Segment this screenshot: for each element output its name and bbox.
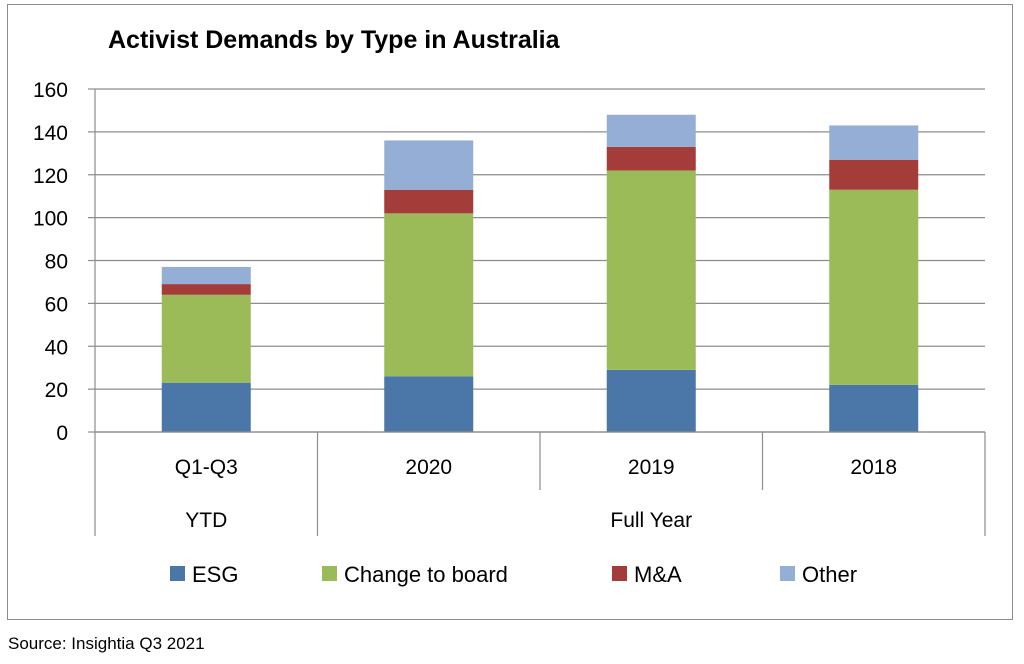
y-tick-label: 80: [45, 251, 68, 274]
x-tick-label: Q1-Q3: [175, 456, 238, 479]
y-tick-label: 20: [45, 379, 68, 402]
bar-segment: [829, 159, 919, 190]
y-tick-label: 40: [45, 336, 68, 359]
bar-segment: [161, 266, 251, 285]
y-tick-label: 140: [33, 122, 68, 145]
legend-label: ESG: [192, 562, 238, 587]
x-tick-label: 2020: [405, 456, 452, 479]
bar-segment: [829, 384, 919, 432]
legend-swatch: [780, 566, 795, 581]
bar-segment: [829, 125, 919, 160]
y-tick-label: 100: [33, 208, 68, 231]
legend-swatch: [322, 566, 337, 581]
legend-swatch: [170, 566, 185, 581]
bar-segment: [384, 189, 474, 214]
bar-segment: [606, 146, 696, 171]
y-tick-label: 120: [33, 165, 68, 188]
bar-segment: [161, 284, 251, 295]
bar-segment: [606, 114, 696, 147]
y-tick-label: 0: [56, 422, 68, 445]
source-note: Source: Insightia Q3 2021: [8, 634, 205, 653]
bar-segment: [384, 140, 474, 190]
y-tick-label: 160: [33, 79, 68, 102]
bar-segment: [606, 369, 696, 432]
legend-label: M&A: [634, 562, 682, 587]
legend-label: Change to board: [344, 562, 508, 587]
bar-segment: [161, 382, 251, 432]
bar-segment: [606, 170, 696, 370]
x-tick-label: 2019: [628, 456, 675, 479]
bar-segment: [829, 189, 919, 385]
bar-segment: [161, 294, 251, 383]
x-group-label: YTD: [185, 509, 227, 532]
bar-segment: [384, 376, 474, 432]
x-group-label: Full Year: [610, 509, 692, 532]
legend-label: Other: [802, 562, 857, 587]
y-tick-label: 60: [45, 293, 68, 316]
legend-swatch: [612, 566, 627, 581]
chart-title: Activist Demands by Type in Australia: [108, 26, 560, 54]
x-tick-label: 2018: [850, 456, 897, 479]
bar-segment: [384, 213, 474, 377]
